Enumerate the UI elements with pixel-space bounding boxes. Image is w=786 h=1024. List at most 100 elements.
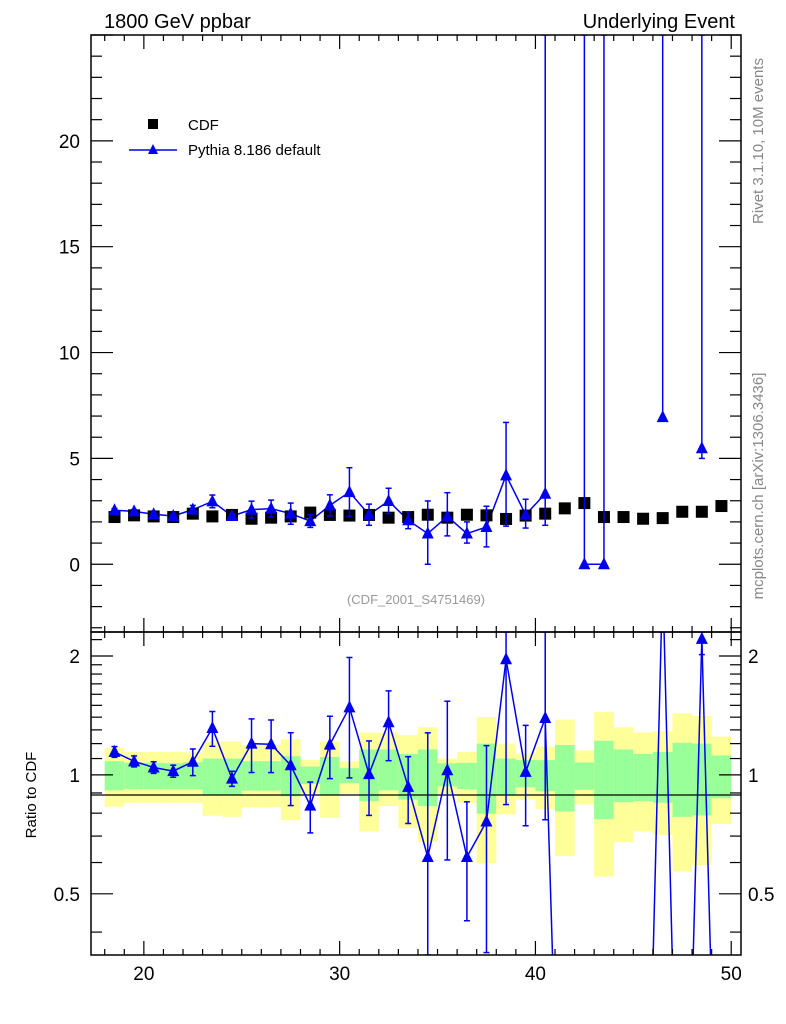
ratio-data-point	[167, 764, 180, 777]
mc-data-point	[245, 502, 258, 515]
ratio-data-point	[382, 715, 395, 728]
ratio-data-point	[304, 798, 317, 811]
ratio-line-segment	[309, 744, 331, 806]
ratio-line-segment	[446, 770, 468, 858]
ratio-data-point	[128, 754, 141, 767]
mc-data-point	[480, 519, 493, 532]
ratio-tick-label-right: 2	[748, 647, 759, 668]
ratio-data-point	[402, 779, 415, 792]
ratio-line-segment	[701, 638, 712, 955]
side-label-mcplots: mcplots.cern.ch [arXiv:1306.3436]	[750, 373, 767, 600]
analysis-label: (CDF_2001_S4751469)	[347, 592, 485, 607]
mc-data-point	[402, 513, 415, 526]
title-right: Underlying Event	[583, 11, 736, 33]
ratio-line-segment	[290, 764, 311, 806]
ratio-line-segment	[231, 743, 253, 779]
ratio-data-point	[108, 744, 121, 757]
cdf-data-point	[382, 511, 395, 524]
mc-data-point	[695, 441, 708, 454]
main-plot-marks	[108, 35, 728, 570]
ratio-data-point	[421, 849, 434, 862]
ratio-tick-label-right: 1	[748, 766, 759, 787]
ratio-band-stat	[143, 762, 164, 790]
ratio-line-segment	[663, 632, 673, 955]
ratio-tick-label-right: 0.5	[748, 885, 774, 906]
ratio-data-point	[265, 737, 278, 750]
ratio-tick-label-left: 0.5	[54, 885, 80, 906]
ratio-line-segment	[524, 717, 546, 773]
mc-data-point	[147, 507, 160, 520]
cdf-data-point	[695, 505, 708, 518]
cdf-data-point	[656, 512, 669, 525]
ratio-line-segment	[652, 632, 663, 955]
y-tick-label: 5	[69, 449, 80, 470]
legend-pythia-marker	[148, 144, 158, 154]
side-label-rivet: Rivet 3.1.10, 10M events	[750, 58, 767, 224]
ratio-band-stat	[202, 758, 223, 795]
ratio-line-segment	[387, 722, 409, 788]
ratio-data-point	[206, 721, 219, 734]
ratio-data-point	[284, 758, 297, 771]
y-tick-label: 20	[59, 132, 80, 153]
ratio-data-point	[539, 710, 552, 723]
x-tick-label: 50	[721, 964, 742, 985]
legend-pythia-label: Pythia 8.186 default	[188, 142, 321, 159]
mc-data-point	[421, 526, 434, 539]
y-tick-label: 15	[59, 238, 80, 259]
y-tick-label: 0	[69, 555, 80, 576]
ratio-data-point	[186, 754, 199, 767]
x-tick-label: 40	[525, 964, 546, 985]
ratio-data-point	[480, 814, 493, 827]
legend: CDF Pythia 8.186 default	[129, 117, 321, 159]
ratio-line-segment	[211, 727, 233, 779]
mc-data-point	[284, 506, 297, 519]
mc-data-point	[441, 509, 454, 522]
ratio-line-segment	[348, 707, 370, 775]
ratio-band-stat	[457, 762, 477, 790]
mc-data-point	[206, 494, 219, 507]
mc-data-point	[578, 557, 591, 570]
ratio-data-point	[147, 760, 160, 773]
ratio-band-stat	[692, 743, 712, 816]
cdf-data-point	[637, 512, 650, 525]
mc-data-point	[656, 410, 669, 423]
ratio-band-stat	[594, 740, 614, 820]
ratio-line-segment	[485, 659, 507, 822]
mc-data-point	[460, 526, 473, 539]
ratio-line-segment	[329, 706, 351, 745]
mc-data-point	[304, 514, 317, 527]
ratio-band-stat	[241, 761, 262, 791]
ratio-band-stat	[711, 755, 732, 799]
ratio-data-point	[245, 736, 258, 749]
mc-data-point	[323, 498, 336, 511]
ratio-band-stat	[633, 753, 653, 802]
legend-cdf-label: CDF	[188, 117, 219, 134]
cdf-data-point	[617, 511, 630, 524]
ratio-band-stat	[672, 742, 693, 817]
ratio-line-segment	[192, 727, 214, 763]
ratio-band-stat	[300, 766, 321, 785]
ratio-line-segment	[407, 786, 429, 858]
mc-data-point	[539, 486, 552, 499]
mc-data-point	[519, 507, 532, 520]
ratio-tick-label-left: 1	[69, 766, 80, 787]
ratio-band-stat	[104, 761, 125, 791]
ratio-band-stat	[124, 762, 144, 790]
mc-data-point	[343, 485, 356, 498]
ratio-plot-marks	[108, 632, 712, 955]
ratio-band-stat	[613, 749, 634, 803]
ratio-line-segment	[368, 721, 390, 775]
ratio-data-point	[519, 764, 532, 777]
x-tick-label: 20	[133, 964, 154, 985]
cdf-data-point	[558, 502, 571, 515]
mc-data-point	[225, 508, 238, 521]
ratio-band-stat	[261, 761, 281, 791]
mc-data-point	[128, 504, 141, 517]
mc-data-point	[108, 503, 121, 516]
title-left: 1800 GeV ppbar	[104, 11, 251, 33]
ratio-data-point	[500, 652, 513, 665]
ratio-line-segment	[427, 770, 449, 858]
ratio-data-point	[441, 763, 454, 776]
mc-data-point	[167, 508, 180, 521]
